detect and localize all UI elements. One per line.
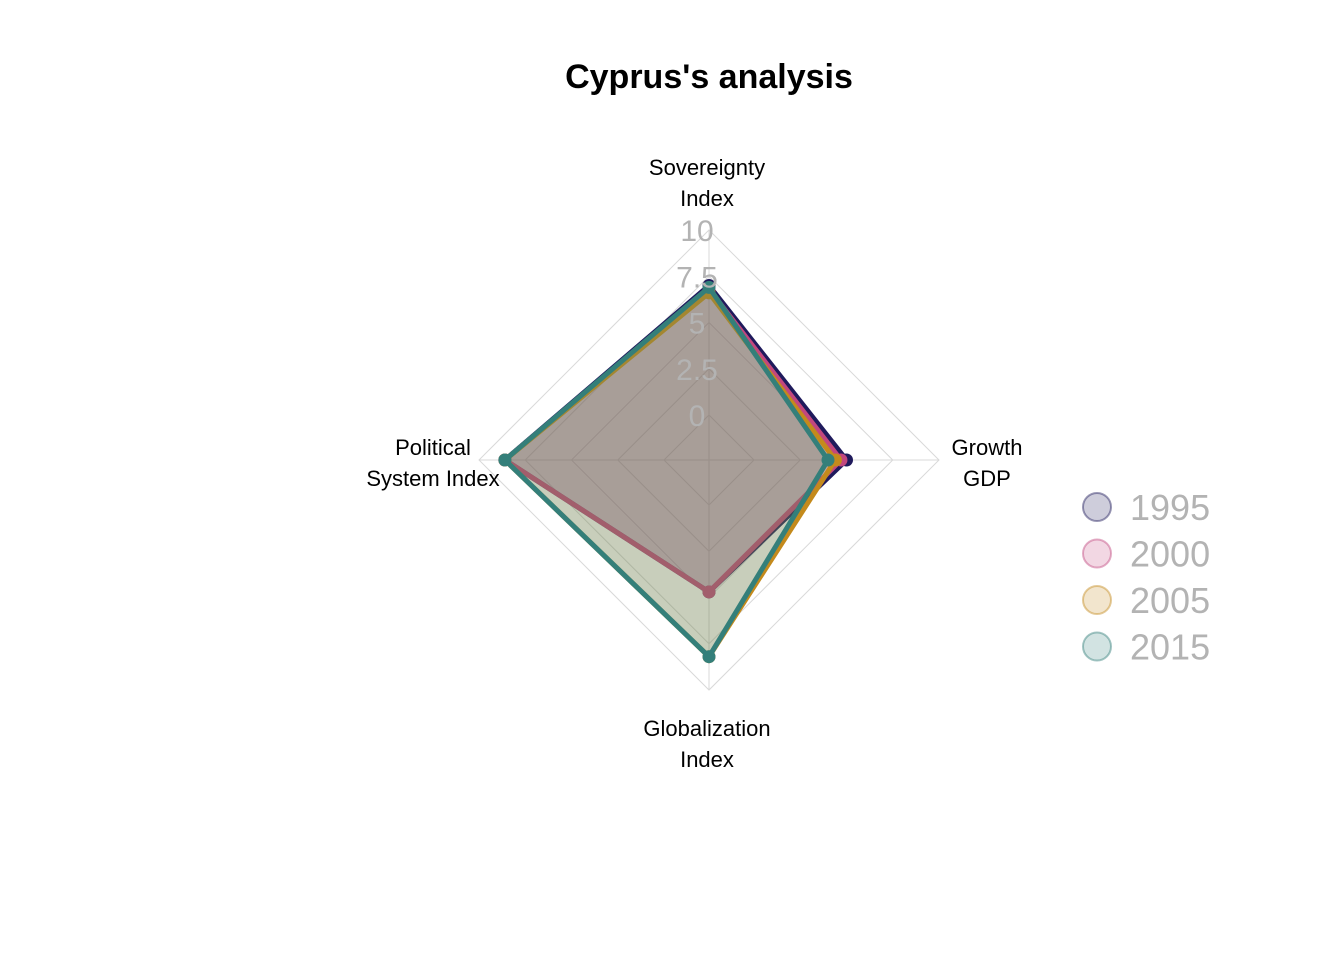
legend-label: 2015 (1130, 627, 1210, 668)
chart-title: Cyprus's analysis (565, 58, 853, 96)
data-point (498, 453, 512, 467)
data-point (821, 453, 835, 467)
legend-item: 2005 (1082, 580, 1210, 621)
legend-item: 2000 (1082, 534, 1210, 575)
legend-swatch (1082, 631, 1112, 662)
radial-tick-labels: 0 2.5 5 7.5 10 (676, 215, 718, 433)
data-point (702, 280, 716, 294)
tick-label: 0 (689, 400, 706, 433)
series-area (502, 284, 831, 660)
axis-label: Globalization Index (643, 716, 770, 772)
legend-item: 2015 (1082, 627, 1210, 668)
tick-label: 7.5 (676, 261, 718, 294)
legend-label: 2005 (1130, 580, 1210, 621)
legend-swatch (1082, 492, 1112, 522)
series-2015 (498, 280, 835, 664)
legend-swatch (1082, 585, 1112, 615)
legend: 1995 2000 2005 2015 (1082, 487, 1210, 668)
legend-item: 1995 (1082, 487, 1210, 528)
tick-label: 2.5 (676, 354, 718, 387)
legend-label: 1995 (1130, 487, 1210, 528)
tick-label: 5 (689, 308, 706, 341)
legend-label: 2000 (1130, 534, 1210, 575)
axis-label: Political System Index (366, 435, 499, 491)
axis-label: Growth GDP (952, 435, 1023, 491)
radar-series (498, 279, 853, 664)
axis-labels: Sovereignty Index Growth GDP Globalization In… (366, 155, 1022, 772)
data-point (702, 650, 716, 664)
tick-label: 10 (680, 215, 713, 248)
axis-label: Sovereignty Index (649, 155, 765, 211)
legend-swatch (1082, 538, 1112, 569)
data-point (702, 585, 716, 599)
